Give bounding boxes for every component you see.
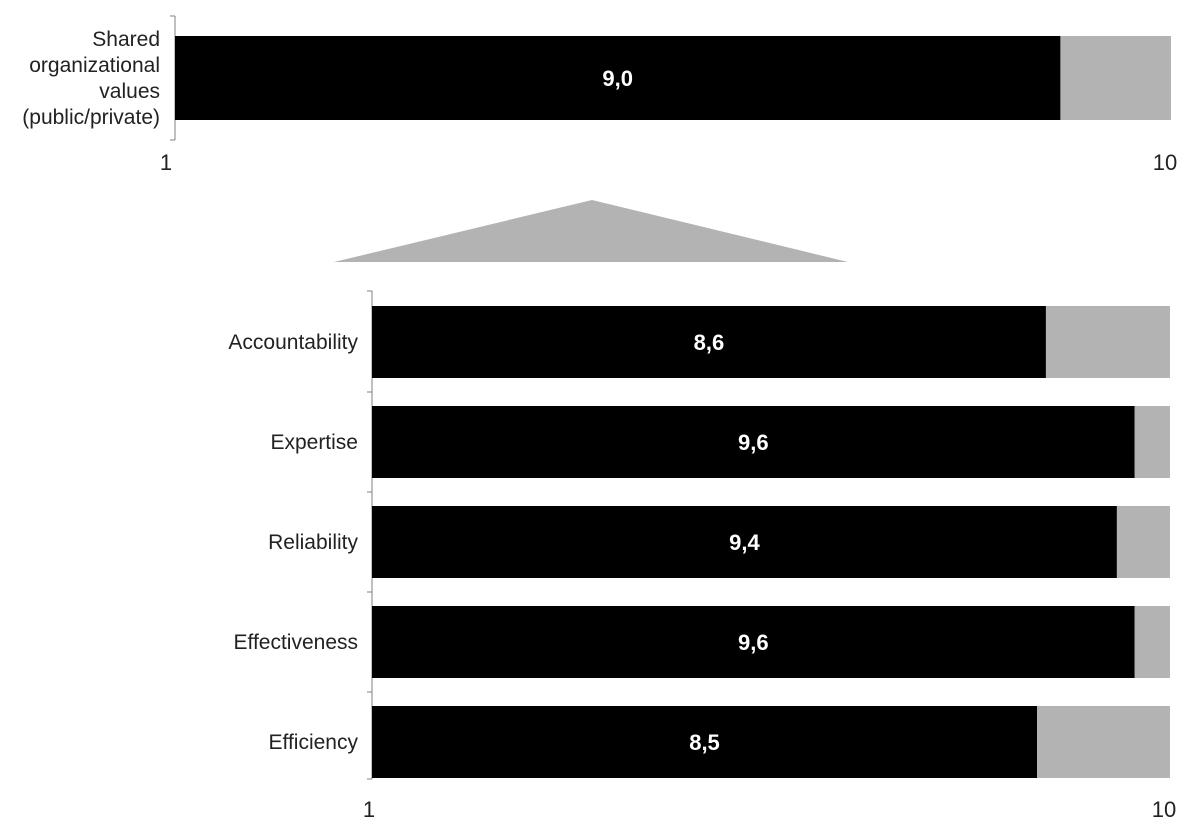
category-label-line: Efficiency xyxy=(269,731,359,754)
category-label-line: Shared xyxy=(92,28,160,51)
bar xyxy=(372,706,1037,778)
connector-triangle xyxy=(334,200,848,262)
x-tick-label: 10 xyxy=(1153,150,1177,175)
category-label: Reliability xyxy=(268,531,358,554)
category-label-line: (public/private) xyxy=(22,106,160,129)
data-label: 9,0 xyxy=(602,66,633,91)
x-tick-label: 1 xyxy=(363,797,375,822)
bottom-chart: 8,6 Accountability 9,6 Expertise 9,4 Reliabil… xyxy=(228,290,1176,822)
category-label: Effectiveness xyxy=(233,631,358,654)
x-tick-label: 1 xyxy=(160,150,172,175)
category-label: Expertise xyxy=(270,431,358,454)
category-label-line: Reliability xyxy=(268,531,358,554)
data-label: 9,6 xyxy=(738,630,769,655)
category-label: Efficiency xyxy=(269,731,359,754)
x-tick-label: 10 xyxy=(1152,797,1176,822)
data-label: 9,4 xyxy=(729,530,760,555)
category-label-line: Accountability xyxy=(228,331,358,354)
category-label-line: Expertise xyxy=(270,431,358,454)
top-chart: 9,0 Shared organizational values (public/pri… xyxy=(22,15,1177,175)
data-label: 8,5 xyxy=(689,730,720,755)
bar xyxy=(175,36,1061,120)
data-label: 8,6 xyxy=(694,330,725,355)
category-label-line: organizational xyxy=(29,54,160,77)
category-label: Accountability xyxy=(228,331,358,354)
category-label-line: values xyxy=(99,80,160,103)
bar xyxy=(372,606,1135,678)
category-label-line: Effectiveness xyxy=(233,631,358,654)
data-label: 9,6 xyxy=(738,430,769,455)
category-label: Shared organizational values (public/privat… xyxy=(22,28,160,129)
bar xyxy=(372,306,1046,378)
bar xyxy=(372,506,1117,578)
bar xyxy=(372,406,1135,478)
